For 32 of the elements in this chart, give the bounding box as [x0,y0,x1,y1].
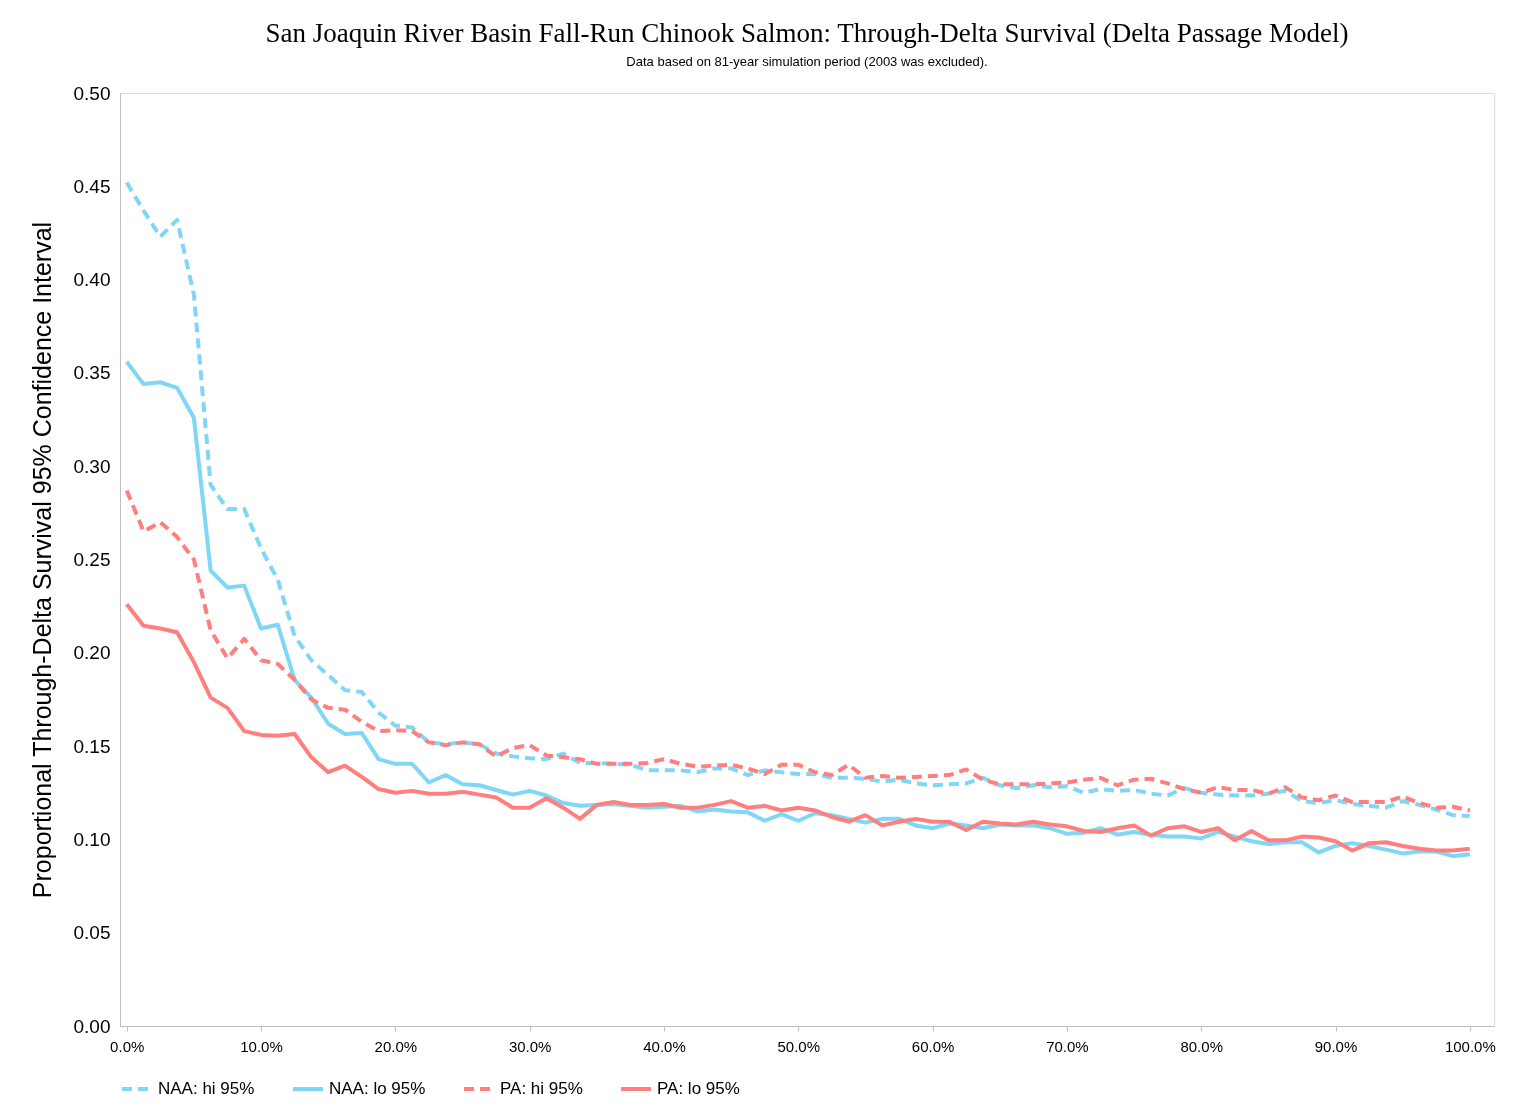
x-tick-label: 80.0% [1180,1037,1223,1055]
x-tick-label: 60.0% [911,1037,955,1055]
legend-label: PA: lo 95% [657,1079,740,1098]
y-tick-label: 0.10 [73,828,111,850]
x-tick-label: 10.0% [240,1037,283,1055]
chart-subtitle: Data based on 81-year simulation period (2003 was excluded). [626,54,988,69]
legend-label: NAA: hi 95% [158,1079,255,1098]
x-tick-label: 100.0% [1444,1037,1496,1055]
x-tick-label: 40.0% [643,1037,686,1055]
y-tick-label: 0.40 [73,269,111,291]
y-tick-label: 0.00 [73,1015,111,1037]
x-tick-label: 90.0% [1314,1037,1358,1055]
y-tick-label: 0.35 [73,362,111,384]
y-axis-title: Proportional Through-Delta Survival 95% Confidence Interval [27,221,56,899]
line-series [124,180,1472,819]
legend-label: NAA: lo 95% [329,1079,426,1098]
y-tick-label: 0.15 [73,735,111,757]
x-tick-label: 50.0% [777,1037,821,1055]
y-tick-label: 0.25 [73,549,111,570]
y-tick-label: 0.50 [73,82,111,104]
line-series [124,488,1472,813]
x-tick-label: 20.0% [374,1037,418,1055]
y-tick-label: 0.20 [73,642,111,664]
x-tick-label: 70.0% [1046,1037,1089,1055]
x-tick-label: 0.0% [110,1037,145,1055]
y-tick-label: 0.45 [73,175,111,197]
y-tick-label: 0.05 [73,922,111,944]
legend-label: PA: hi 95% [500,1079,583,1098]
x-tick-label: 30.0% [508,1037,552,1055]
line-series [124,602,1472,853]
chart-title: San Joaquin River Basin Fall-Run Chinook Salmon: Through-Delta Survival (Delta Passage Model) [265,18,1349,48]
y-tick-label: 0.30 [73,455,111,477]
